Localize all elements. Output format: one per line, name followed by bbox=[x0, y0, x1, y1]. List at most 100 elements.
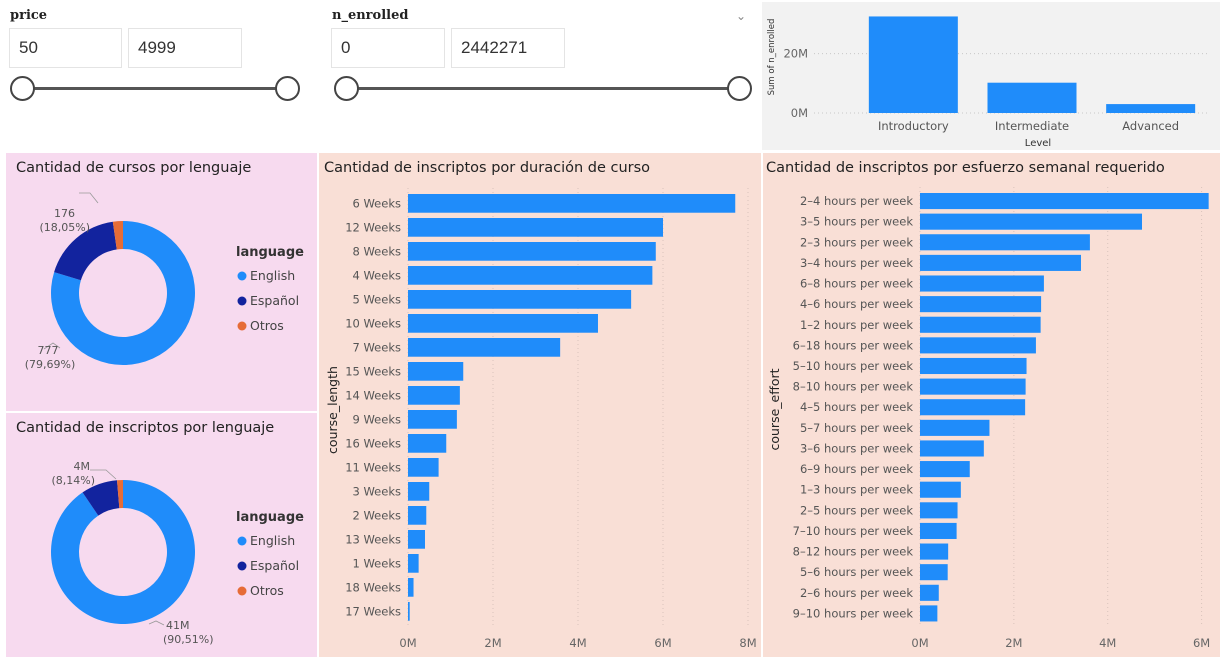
enrolled-slice bbox=[50, 480, 195, 624]
effort-y-tick-label: 2–5 hours per week bbox=[800, 503, 913, 517]
length-bar bbox=[408, 554, 419, 573]
length-bar bbox=[408, 290, 632, 309]
effort-y-tick-label: 2–3 hours per week bbox=[800, 235, 913, 249]
effort-bar bbox=[920, 378, 1026, 395]
price-slider-min-handle[interactable] bbox=[10, 76, 35, 101]
length-x-tick-label: 8M bbox=[739, 636, 756, 650]
course-length-title: Cantidad de inscriptos por duración de c… bbox=[324, 160, 651, 176]
price-max-input[interactable]: 4999 bbox=[128, 28, 242, 68]
enrolled-slicer-title: n_enrolled bbox=[332, 8, 409, 23]
length-bar bbox=[408, 506, 427, 525]
enrolled-by-language-panel: Cantidad de inscriptos por lenguaje 4M (8… bbox=[6, 413, 317, 657]
effort-x-tick-label: 6M bbox=[1193, 636, 1210, 650]
effort-y-tick-label: 3–6 hours per week bbox=[800, 441, 913, 455]
price-slicer: price 50 4999 bbox=[0, 0, 320, 150]
effort-bar bbox=[920, 193, 1209, 210]
effort-bar bbox=[920, 254, 1081, 271]
effort-bar bbox=[920, 296, 1042, 313]
effort-bar bbox=[920, 399, 1026, 416]
length-bar bbox=[408, 338, 561, 357]
effort-y-tick-label: 7–10 hours per week bbox=[793, 524, 914, 538]
effort-y-tick-label: 1–3 hours per week bbox=[800, 483, 913, 497]
length-bar bbox=[408, 578, 414, 597]
effort-bar bbox=[920, 275, 1044, 292]
length-bar bbox=[408, 362, 464, 381]
enrolled-callout-pct: (90,51%) bbox=[163, 633, 214, 646]
effort-y-tick-label: 4–5 hours per week bbox=[800, 400, 913, 414]
price-slicer-title: price bbox=[10, 8, 48, 23]
courses-callout-pct: (18,05%) bbox=[39, 221, 90, 234]
level-chart: 0M 20M Introductory Intermediate Advanced Lev… bbox=[767, 16, 1210, 149]
length-bar bbox=[408, 434, 447, 453]
courses-legend-label: English bbox=[250, 268, 295, 283]
effort-bar bbox=[920, 316, 1041, 333]
enrolled-callout-value: 4M bbox=[74, 460, 91, 473]
courses-callout-value: 777 bbox=[38, 344, 59, 357]
course-effort-panel: Cantidad de inscriptos por esfuerzo sema… bbox=[763, 153, 1220, 657]
length-bar bbox=[408, 314, 598, 333]
effort-x-tick-label: 4M bbox=[1099, 636, 1116, 650]
courses-by-language-title: Cantidad de cursos por lenguaje bbox=[16, 160, 252, 176]
length-y-tick-label: 7 Weeks bbox=[353, 340, 401, 354]
enrolled-callout-pct: (8,14%) bbox=[51, 474, 95, 487]
enrolled-legend-title: language bbox=[236, 510, 304, 525]
courses-legend-title: language bbox=[236, 245, 304, 260]
level-chart-panel: 0M 20M Introductory Intermediate Advanced Lev… bbox=[762, 2, 1220, 150]
effort-bar bbox=[920, 419, 990, 436]
effort-y-tick-label: 6–8 hours per week bbox=[800, 277, 913, 291]
length-bar bbox=[408, 530, 425, 549]
length-y-tick-label: 17 Weeks bbox=[345, 604, 401, 618]
price-slider-max-handle[interactable] bbox=[275, 76, 300, 101]
price-slider-track[interactable] bbox=[22, 87, 288, 90]
courses-legend-label: Otros bbox=[250, 318, 284, 333]
length-bar bbox=[408, 386, 460, 405]
enrolled-max-input[interactable]: 2442271 bbox=[451, 28, 565, 68]
length-y-tick-label: 5 Weeks bbox=[353, 292, 401, 306]
effort-bar bbox=[920, 337, 1036, 354]
enrolled-legend-label: Otros bbox=[250, 583, 284, 598]
length-x-tick-label: 2M bbox=[484, 636, 501, 650]
length-bar bbox=[408, 410, 457, 429]
effort-bar bbox=[920, 543, 949, 560]
enrolled-callout-line bbox=[90, 469, 117, 480]
length-x-tick-label: 6M bbox=[654, 636, 671, 650]
length-y-tick-label: 10 Weeks bbox=[345, 316, 401, 330]
length-bar bbox=[408, 602, 410, 621]
chevron-down-icon[interactable]: ⌄ bbox=[736, 9, 747, 23]
enrolled-by-language-chart: 4M(8,14%) 41M(90,51%) language English Españ… bbox=[50, 460, 304, 646]
course-effort-title: Cantidad de inscriptos por esfuerzo sema… bbox=[766, 160, 1165, 176]
effort-y-tick-label: 8–12 hours per week bbox=[793, 545, 914, 559]
enrolled-by-language-title: Cantidad de inscriptos por lenguaje bbox=[16, 420, 275, 436]
effort-y-tick-label: 2–4 hours per week bbox=[800, 194, 913, 208]
length-y-tick-label: 6 Weeks bbox=[353, 196, 401, 210]
length-bar bbox=[408, 458, 439, 477]
course-length-chart: 0M 2M 4M 6M 8M 6 Weeks 12 Weeks 8 Weeks 4 Weeks 5… bbox=[325, 188, 757, 650]
enrolled-slider-max-handle[interactable] bbox=[727, 76, 752, 101]
enrolled-legend-label: English bbox=[250, 533, 295, 548]
enrolled-legend-marker bbox=[237, 586, 247, 596]
length-y-tick-label: 14 Weeks bbox=[345, 388, 401, 402]
enrolled-slicer: n_enrolled 0 2442271 bbox=[322, 0, 760, 150]
effort-y-tick-label: 3–4 hours per week bbox=[800, 256, 913, 270]
effort-x-tick-label: 0M bbox=[911, 636, 928, 650]
effort-y-axis-title: course_effort bbox=[767, 368, 782, 450]
length-x-tick-label: 4M bbox=[569, 636, 586, 650]
length-y-axis-title: course_length bbox=[325, 366, 340, 454]
level-x-tick-label: Intermediate bbox=[995, 119, 1069, 133]
price-min-input[interactable]: 50 bbox=[9, 28, 122, 68]
length-bar bbox=[408, 482, 430, 501]
courses-by-language-chart: 176(18,05%) 777(79,69%) language English Esp… bbox=[25, 192, 304, 371]
enrolled-min-input[interactable]: 0 bbox=[331, 28, 445, 68]
enrolled-slice bbox=[82, 480, 120, 516]
enrolled-slider-min-handle[interactable] bbox=[334, 76, 359, 101]
courses-legend-marker bbox=[237, 321, 247, 331]
length-bar bbox=[408, 242, 656, 261]
level-bar bbox=[987, 82, 1077, 113]
effort-bar bbox=[920, 605, 938, 622]
length-x-tick-label: 0M bbox=[399, 636, 416, 650]
level-bar bbox=[1106, 104, 1196, 113]
enrolled-legend-marker bbox=[237, 561, 247, 571]
enrolled-slider-track[interactable] bbox=[346, 87, 740, 90]
courses-by-language-panel: Cantidad de cursos por lenguaje 176 (18,0… bbox=[6, 153, 317, 411]
effort-y-tick-label: 2–6 hours per week bbox=[800, 586, 913, 600]
